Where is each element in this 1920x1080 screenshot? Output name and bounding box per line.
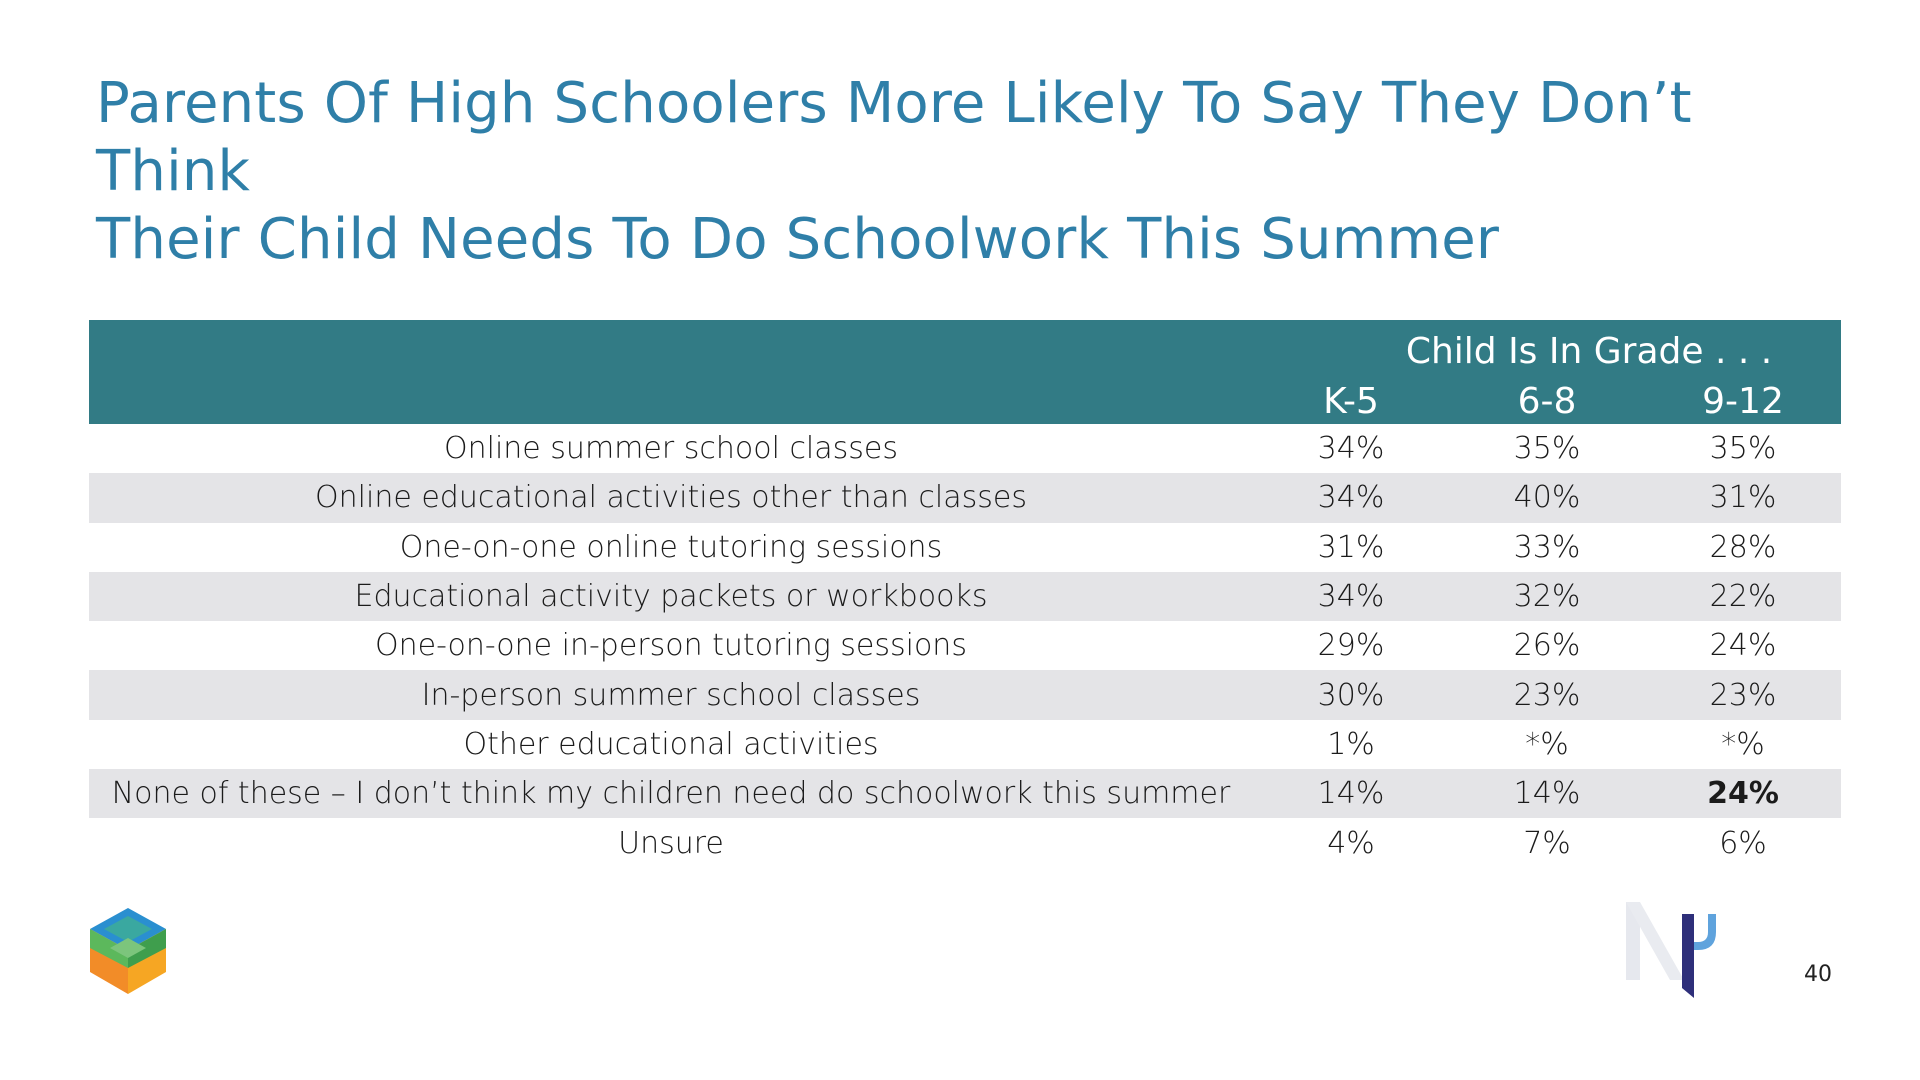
table-row: None of these – I don’t think my childre… <box>89 769 1841 819</box>
table-row: Educational activity packets or workbook… <box>89 571 1841 622</box>
table-row: Online educational activities other than… <box>89 473 1841 523</box>
value-cell: 32% <box>1513 579 1581 615</box>
value-cell: 7% <box>1523 825 1571 861</box>
value-cell: 23% <box>1709 677 1777 713</box>
row-label: Other educational activities <box>463 726 879 762</box>
row-label: Unsure <box>618 825 724 861</box>
value-cell: 40% <box>1513 480 1581 516</box>
table-row: Unsure 4% 7% 6% <box>89 818 1841 867</box>
row-label: One-on-one in-person tutoring sessions <box>375 628 967 664</box>
value-cell: 22% <box>1709 579 1777 615</box>
value-cell: *% <box>1721 726 1765 762</box>
page-title: Parents Of High Schoolers More Likely To… <box>96 70 1796 274</box>
table-row: In-person summer school classes 30% 23% 23% <box>89 670 1841 720</box>
row-label: Educational activity packets or workbook… <box>354 579 988 615</box>
page-number: 40 <box>1804 962 1832 987</box>
row-label: Online summer school classes <box>444 431 898 467</box>
grade-group-header: Child Is In Grade . . . <box>1405 331 1773 372</box>
row-label: Online educational activities other than… <box>315 480 1027 516</box>
title-line-2: Their Child Needs To Do Schoolwork This … <box>96 207 1500 272</box>
value-cell: 35% <box>1513 431 1581 467</box>
value-cell: 24% <box>1707 776 1779 812</box>
value-cell: 35% <box>1709 431 1777 467</box>
table-row: One-on-one online tutoring sessions 31% 33… <box>89 523 1841 572</box>
title-line-1: Parents Of High Schoolers More Likely To… <box>96 71 1692 204</box>
cube-logo-icon <box>90 908 166 994</box>
row-label: One-on-one online tutoring sessions <box>399 529 943 565</box>
column-header-6-8: 6-8 <box>1517 381 1577 422</box>
value-cell: 30% <box>1317 677 1385 713</box>
value-cell: 4% <box>1327 825 1375 861</box>
value-cell: 23% <box>1513 677 1581 713</box>
results-table: Child Is In Grade . . . K-5 6-8 9-12 Onl… <box>89 320 1841 868</box>
value-cell: 26% <box>1513 628 1581 664</box>
value-cell: 6% <box>1719 825 1767 861</box>
table-row: One-on-one in-person tutoring sessions 29… <box>89 621 1841 670</box>
value-cell: 1% <box>1327 726 1375 762</box>
value-cell: 34% <box>1317 431 1385 467</box>
table-row: Other educational activities 1% *% *% <box>89 720 1841 769</box>
table-row: Online summer school classes 34% 35% 35% <box>89 424 1841 473</box>
column-header-9-12: 9-12 <box>1702 381 1784 422</box>
row-label: In-person summer school classes <box>421 677 921 713</box>
value-cell: 31% <box>1709 480 1777 516</box>
value-cell: 28% <box>1709 529 1777 565</box>
np-logo-icon <box>1626 902 1716 998</box>
value-cell: 14% <box>1317 776 1385 812</box>
value-cell: 24% <box>1709 628 1777 664</box>
value-cell: 34% <box>1317 480 1385 516</box>
column-header-k5: K-5 <box>1323 381 1379 422</box>
table-body: Online summer school classes 34% 35% 35% Onl… <box>89 424 1841 868</box>
value-cell: 33% <box>1513 529 1581 565</box>
value-cell: *% <box>1525 726 1569 762</box>
value-cell: 29% <box>1317 628 1385 664</box>
row-label: None of these – I don’t think my childre… <box>111 776 1231 812</box>
value-cell: 31% <box>1317 529 1385 565</box>
value-cell: 14% <box>1513 776 1581 812</box>
value-cell: 34% <box>1317 579 1385 615</box>
table-header: Child Is In Grade . . . K-5 6-8 9-12 <box>89 320 1841 424</box>
